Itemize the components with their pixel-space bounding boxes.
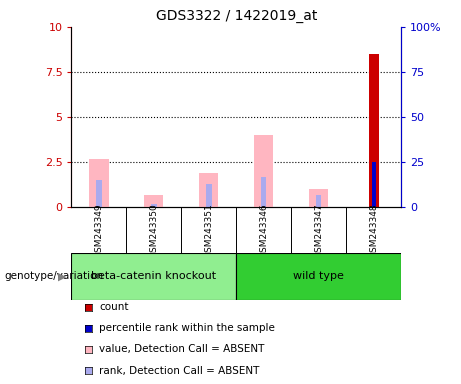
- Text: GSM243348: GSM243348: [369, 203, 378, 258]
- Bar: [236, 253, 401, 300]
- Text: percentile rank within the sample: percentile rank within the sample: [99, 323, 275, 333]
- Bar: [261, 177, 266, 207]
- Bar: [199, 173, 219, 207]
- Bar: [151, 204, 157, 207]
- Text: GSM243347: GSM243347: [314, 203, 323, 258]
- Text: GSM243351: GSM243351: [204, 203, 213, 258]
- Text: ▶: ▶: [59, 271, 67, 281]
- Text: GSM243350: GSM243350: [149, 203, 159, 258]
- Text: beta-catenin knockout: beta-catenin knockout: [91, 271, 216, 281]
- Text: count: count: [99, 302, 129, 312]
- Bar: [71, 253, 236, 300]
- Bar: [254, 135, 273, 207]
- Text: GSM243349: GSM243349: [95, 203, 103, 258]
- Bar: [96, 180, 102, 207]
- Bar: [309, 189, 328, 207]
- Text: rank, Detection Call = ABSENT: rank, Detection Call = ABSENT: [99, 366, 260, 376]
- Bar: [89, 159, 108, 207]
- Title: GDS3322 / 1422019_at: GDS3322 / 1422019_at: [155, 9, 317, 23]
- Bar: [369, 54, 378, 207]
- Bar: [316, 195, 321, 207]
- Text: GSM243346: GSM243346: [259, 203, 268, 258]
- Text: value, Detection Call = ABSENT: value, Detection Call = ABSENT: [99, 344, 265, 354]
- Bar: [144, 195, 164, 207]
- Bar: [206, 184, 212, 207]
- Bar: [372, 162, 376, 207]
- Text: genotype/variation: genotype/variation: [5, 271, 104, 281]
- Text: wild type: wild type: [293, 271, 344, 281]
